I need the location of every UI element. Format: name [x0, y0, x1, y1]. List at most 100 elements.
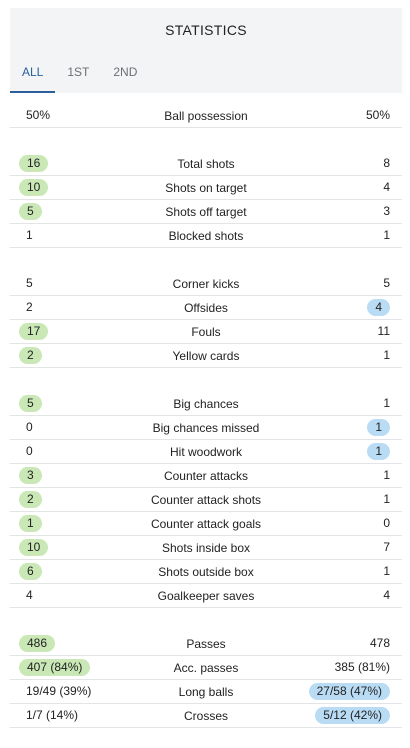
home-value: 10 [19, 539, 49, 556]
stat-label: Big chances missed [152, 420, 260, 435]
away-value: 1 [383, 564, 390, 578]
home-value: 2 [19, 347, 42, 364]
away-value: 4 [383, 588, 390, 602]
home-value-cell: 16 [19, 155, 49, 172]
away-value: 5 [383, 276, 390, 290]
statistics-header: STATISTICS ALL 1ST 2ND [10, 8, 402, 93]
group-spacer [10, 128, 402, 152]
away-value-cell: 478 [370, 635, 390, 652]
stat-row: 5 Big chances 1 [10, 392, 402, 416]
stat-label: Passes [186, 636, 226, 651]
period-tabs: ALL 1ST 2ND [10, 66, 149, 93]
home-value: 50% [26, 108, 51, 122]
away-value-cell: 3 [383, 203, 390, 220]
home-value-cell: 2 [19, 491, 42, 508]
home-value-cell: 1 [19, 515, 42, 532]
home-value: 407 (84%) [19, 659, 91, 676]
stat-row: 1 Blocked shots 1 [10, 224, 402, 248]
away-value: 5/12 (42%) [315, 707, 390, 724]
away-value: 1 [383, 228, 390, 242]
home-value: 6 [19, 563, 42, 580]
stat-label: Shots inside box [161, 540, 251, 555]
stat-row: 10 Shots inside box 7 [10, 536, 402, 560]
away-value: 4 [383, 180, 390, 194]
home-value-cell: 6 [19, 563, 42, 580]
home-value-cell: 0 [19, 443, 33, 460]
stat-row: 16 Total shots 8 [10, 152, 402, 176]
away-value-cell: 1 [383, 491, 390, 508]
away-value-cell: 1 [383, 395, 390, 412]
away-value: 1 [367, 419, 390, 436]
stat-label: Shots on target [165, 180, 247, 195]
stat-row: 2 Offsides 4 [10, 296, 402, 320]
stat-row: 407 (84%) Acc. passes 385 (81%) [10, 656, 402, 680]
away-value-cell: 0 [383, 515, 390, 532]
away-value-cell: 7 [383, 539, 390, 556]
stat-label: Counter attack goals [150, 516, 262, 531]
away-value: 1 [383, 468, 390, 482]
home-value-cell: 50% [19, 107, 50, 124]
home-value: 1 [26, 228, 33, 242]
away-value-cell: 5/12 (42%) [315, 707, 390, 724]
away-value-cell: 1 [383, 563, 390, 580]
home-value: 0 [26, 444, 33, 458]
home-value: 17 [19, 323, 49, 340]
stat-row: 10 Shots on target 4 [10, 176, 402, 200]
away-value: 4 [367, 299, 390, 316]
home-value-cell: 3 [19, 467, 42, 484]
home-value-cell: 5 [19, 275, 33, 292]
away-value-cell: 50% [366, 107, 390, 124]
away-value-cell: 5 [383, 275, 390, 292]
stat-row: 0 Big chances missed 1 [10, 416, 402, 440]
stat-row: 50% Ball possession 50% [10, 104, 402, 128]
home-value-cell: 0 [19, 419, 33, 436]
home-value-cell: 2 [19, 299, 33, 316]
group-spacer [10, 368, 402, 392]
stat-label: Hit woodwork [169, 444, 243, 459]
away-value-cell: 11 [378, 323, 390, 340]
group-spacer [10, 248, 402, 272]
away-value: 385 (81%) [334, 660, 390, 674]
stat-label: Goalkeeper saves [157, 588, 255, 603]
stat-label: Ball possession [164, 108, 248, 123]
home-value: 19/49 (39%) [26, 684, 92, 698]
home-value-cell: 486 [19, 635, 56, 652]
home-value: 486 [19, 635, 56, 652]
away-value: 8 [383, 156, 390, 170]
away-value-cell: 1 [383, 347, 390, 364]
stat-row: 5 Shots off target 3 [10, 200, 402, 224]
stat-label: Corner kicks [172, 276, 240, 291]
home-value: 3 [19, 467, 42, 484]
tab-all[interactable]: ALL [10, 66, 56, 93]
home-value: 1/7 (14%) [26, 708, 79, 722]
away-value-cell: 4 [383, 179, 390, 196]
stat-row: 1 Counter attack goals 0 [10, 512, 402, 536]
stat-label: Fouls [191, 324, 221, 339]
away-value-cell: 1 [367, 419, 390, 436]
stat-row: 3 Counter attacks 1 [10, 464, 402, 488]
stat-label: Blocked shots [168, 228, 244, 243]
tab-1st[interactable]: 1ST [67, 65, 90, 79]
home-value: 0 [26, 420, 33, 434]
away-value: 1 [383, 348, 390, 362]
away-value: 11 [377, 324, 390, 338]
tab-2nd[interactable]: 2ND [113, 65, 138, 79]
stat-row: 486 Passes 478 [10, 632, 402, 656]
stat-label: Big chances [173, 396, 239, 411]
away-value: 27/58 (47%) [308, 683, 390, 700]
statistics-card: STATISTICS ALL 1ST 2ND 50% Ball possessio… [10, 8, 402, 728]
stats-list: 50% Ball possession 50% 16 Total shots 8 10 Sho… [10, 104, 402, 728]
away-value-cell: 1 [367, 443, 390, 460]
stat-label: Shots outside box [158, 564, 254, 579]
away-value: 1 [383, 492, 390, 506]
away-value: 1 [367, 443, 390, 460]
home-value: 10 [19, 179, 49, 196]
home-value-cell: 19/49 (39%) [19, 683, 91, 700]
home-value: 5 [26, 276, 33, 290]
stat-label: Offsides [184, 300, 228, 315]
home-value-cell: 5 [19, 203, 42, 220]
stat-label: Crosses [183, 708, 228, 723]
away-value: 478 [369, 636, 390, 650]
home-value-cell: 10 [19, 179, 49, 196]
home-value: 5 [19, 203, 42, 220]
